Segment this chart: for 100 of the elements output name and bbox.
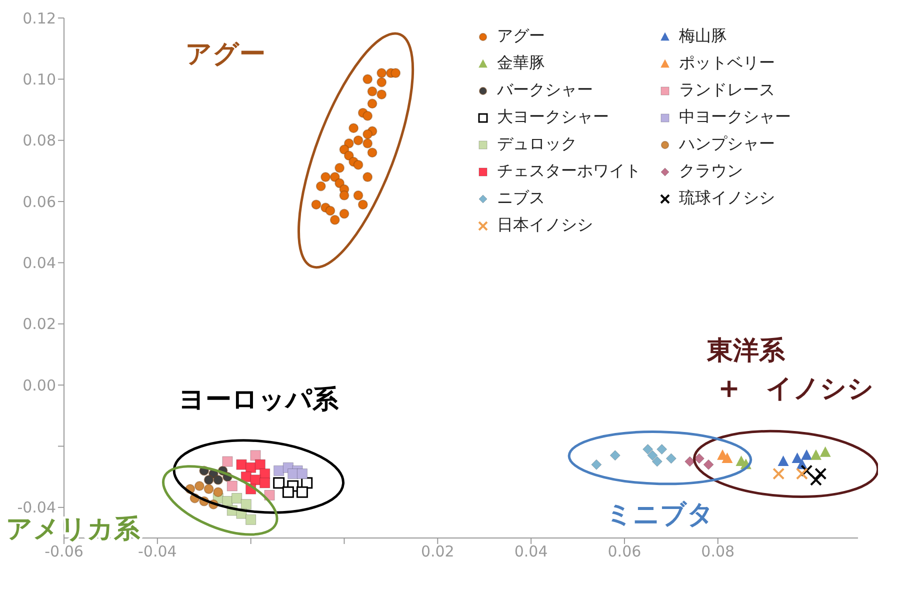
point: [358, 200, 368, 210]
point: [273, 477, 285, 489]
x-tick-label: -0.06: [44, 542, 84, 561]
point: [792, 452, 803, 463]
point: [367, 86, 378, 96]
x-tick-label: 0.06: [608, 542, 642, 561]
point: [703, 459, 714, 470]
point: [353, 135, 364, 146]
point: [810, 474, 822, 486]
legend-label: 日本イノシシ: [496, 215, 593, 236]
point: [362, 172, 373, 182]
point: [339, 190, 350, 200]
annotation: アグー: [185, 39, 266, 70]
point: [666, 453, 676, 464]
point: [296, 486, 308, 498]
point: [250, 450, 261, 461]
point: [367, 148, 378, 158]
point: [376, 77, 387, 88]
legend-label: デュロック: [496, 134, 577, 155]
point: [362, 138, 373, 148]
point: [376, 68, 387, 78]
y-tick-label: 0.02: [22, 315, 56, 334]
point: [316, 181, 326, 192]
legend-label: ハンプシャー: [678, 134, 775, 155]
legend-label: 中ヨークシャー: [678, 107, 791, 128]
point: [213, 474, 224, 485]
point: [390, 68, 401, 78]
x-tick-label: 0.08: [701, 542, 735, 561]
y-tick-label: 0.08: [22, 132, 56, 150]
point: [362, 74, 373, 84]
y-tick-label: -0.04: [17, 498, 56, 517]
legend-label: アグー: [496, 26, 545, 47]
point: [647, 450, 658, 461]
point: [260, 478, 270, 488]
point: [353, 160, 364, 170]
point: [796, 468, 808, 480]
point: [226, 480, 238, 492]
annotation: + イノシシ: [718, 374, 874, 404]
point: [240, 499, 252, 510]
point: [325, 206, 336, 216]
x-tick-label: 0.04: [514, 542, 548, 561]
point: [232, 492, 242, 504]
annotation: アメリカ系: [6, 514, 141, 545]
x-tick-label: -0.04: [138, 542, 177, 561]
point: [204, 474, 214, 485]
legend-label: 金華豚: [496, 53, 545, 74]
point: [288, 468, 298, 480]
annotation: ヨーロッパ系: [178, 385, 340, 416]
point: [274, 465, 284, 476]
point: [591, 459, 602, 470]
point: [348, 123, 359, 134]
y-tick-label: 0.12: [22, 9, 56, 28]
point: [772, 468, 785, 480]
point: [246, 514, 256, 525]
point: [814, 468, 827, 480]
legend-label: クラウン: [678, 161, 743, 182]
point: [320, 172, 331, 182]
point: [367, 98, 378, 109]
x-tick-label: 0.02: [420, 542, 454, 561]
legend-label: チェスターホワイト: [496, 161, 641, 182]
y-tick-label: 0.06: [22, 192, 56, 211]
legend-label: バークシャー: [496, 80, 593, 101]
point: [362, 110, 373, 121]
y-tick-label: 0.00: [22, 376, 56, 394]
point: [722, 452, 733, 463]
point: [810, 449, 822, 460]
point: [282, 486, 294, 498]
point: [194, 481, 204, 491]
point: [213, 487, 224, 498]
point: [222, 456, 233, 467]
point: [296, 468, 308, 480]
point: [610, 450, 620, 461]
point: [254, 459, 266, 470]
legend-label: 大ヨークシャー: [496, 107, 609, 128]
point: [236, 459, 247, 470]
y-tick-label: 0.10: [22, 70, 56, 88]
legend-label: 琉球イノシシ: [678, 188, 775, 209]
legend-label: 梅山豚: [678, 26, 727, 47]
legend-label: ポットベリー: [678, 53, 775, 74]
point: [800, 464, 813, 477]
point: [652, 456, 662, 467]
point: [362, 129, 373, 140]
point: [642, 444, 654, 455]
point: [376, 89, 387, 100]
point: [820, 446, 831, 457]
point: [334, 162, 345, 173]
point: [778, 456, 789, 466]
point: [204, 484, 214, 494]
point: [353, 190, 364, 200]
y-tick-label: 0.04: [22, 254, 56, 272]
annotation: ミニブタ: [606, 500, 714, 530]
legend-label: ニブス: [496, 188, 545, 209]
legend-label: ランドレース: [678, 80, 775, 101]
point: [339, 208, 350, 219]
point: [801, 449, 812, 460]
point: [684, 456, 696, 467]
point: [656, 444, 668, 455]
annotation: 東洋系: [706, 336, 786, 366]
point: [330, 214, 340, 225]
point: [311, 200, 322, 210]
